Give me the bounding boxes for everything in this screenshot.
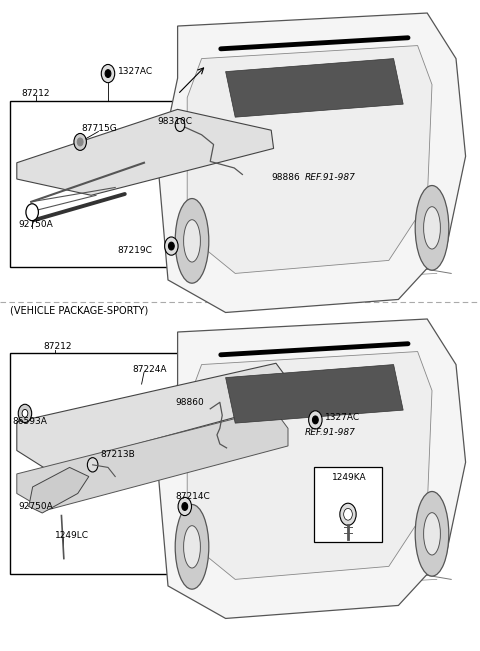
Ellipse shape [175, 199, 209, 283]
Text: 87212: 87212 [22, 89, 50, 98]
Text: 87715G: 87715G [82, 124, 117, 133]
Circle shape [340, 503, 356, 525]
Text: REF.91-987: REF.91-987 [305, 173, 356, 182]
FancyBboxPatch shape [314, 467, 382, 542]
Text: 87219C: 87219C [118, 246, 153, 255]
Circle shape [312, 416, 318, 424]
Polygon shape [17, 109, 274, 195]
Text: 1327AC: 1327AC [325, 413, 360, 422]
Circle shape [77, 138, 83, 146]
Polygon shape [17, 409, 288, 510]
Polygon shape [158, 319, 466, 618]
Text: 87212: 87212 [43, 342, 72, 352]
Text: REF.91-987: REF.91-987 [305, 428, 356, 437]
Circle shape [87, 458, 98, 472]
Polygon shape [158, 13, 466, 312]
Polygon shape [226, 365, 403, 423]
Circle shape [22, 409, 28, 417]
Text: 87213B: 87213B [101, 450, 135, 459]
Circle shape [105, 70, 111, 77]
Polygon shape [187, 46, 432, 273]
Text: 98860: 98860 [175, 398, 204, 407]
Polygon shape [29, 467, 89, 513]
Ellipse shape [183, 219, 201, 262]
Circle shape [168, 242, 174, 250]
Ellipse shape [183, 526, 201, 568]
Text: 98310C: 98310C [157, 117, 192, 126]
FancyBboxPatch shape [10, 101, 281, 267]
Ellipse shape [424, 513, 441, 555]
Circle shape [101, 64, 115, 83]
Ellipse shape [415, 186, 449, 270]
Circle shape [309, 411, 322, 429]
Polygon shape [187, 352, 432, 579]
Circle shape [178, 497, 192, 516]
Circle shape [165, 237, 178, 255]
Ellipse shape [175, 505, 209, 589]
Text: 1249KA: 1249KA [332, 473, 367, 482]
Circle shape [18, 404, 32, 422]
Text: (VEHICLE PACKAGE-SPORTY): (VEHICLE PACKAGE-SPORTY) [10, 305, 148, 316]
Circle shape [175, 118, 185, 132]
Text: 87224A: 87224A [132, 365, 167, 374]
Text: 87214C: 87214C [175, 492, 210, 501]
Circle shape [74, 133, 86, 150]
Polygon shape [17, 363, 290, 469]
Circle shape [344, 508, 352, 520]
Circle shape [26, 204, 38, 221]
Text: 86593A: 86593A [12, 417, 47, 426]
Ellipse shape [415, 492, 449, 576]
Polygon shape [226, 59, 403, 117]
Ellipse shape [424, 207, 441, 249]
FancyBboxPatch shape [10, 353, 295, 574]
Text: 92750A: 92750A [18, 220, 53, 229]
Text: 92750A: 92750A [18, 502, 53, 511]
Text: 98886: 98886 [271, 173, 300, 182]
Circle shape [182, 503, 188, 510]
Text: 1249LC: 1249LC [55, 531, 89, 540]
Text: 1327AC: 1327AC [118, 67, 153, 76]
